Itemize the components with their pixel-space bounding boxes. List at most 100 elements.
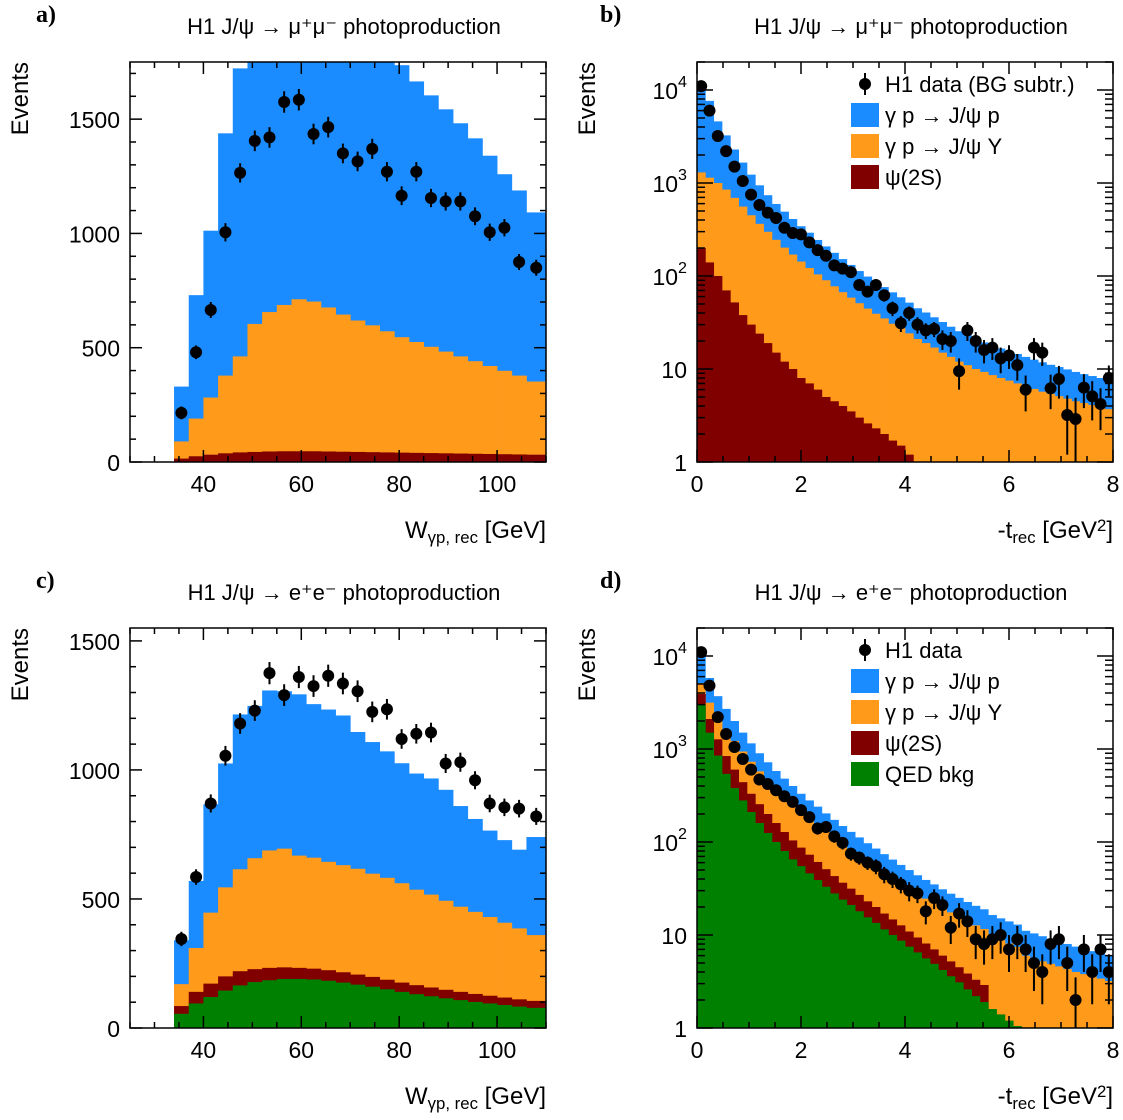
hist-bin-psi2s — [821, 396, 831, 462]
hist-bin-pdiss — [423, 346, 439, 462]
data-point — [234, 166, 247, 179]
data-point — [928, 891, 941, 904]
x-tick-label: 40 — [191, 1037, 217, 1063]
hist-bin-pdiss — [1021, 386, 1031, 462]
hist-bin-qed — [174, 1013, 190, 1028]
data-point — [439, 195, 452, 208]
x-axis-label-part: W — [405, 517, 428, 544]
y-tick-label: 1000 — [69, 758, 120, 784]
data-point — [366, 142, 379, 155]
hist-bin-qed — [247, 982, 263, 1028]
data-point — [961, 915, 974, 928]
hist-bin-psi2s — [738, 315, 748, 462]
hist-bin-psi2s — [276, 451, 292, 462]
panel-title: H1 J/ψ → e⁺e⁻ photoproduction — [188, 580, 501, 605]
data-point — [234, 717, 247, 730]
hist-bin-pdiss — [262, 312, 278, 462]
hist-bin-qed — [880, 929, 889, 1028]
legend-marker-data — [859, 644, 871, 656]
x-axis-label-part: ] — [1106, 517, 1113, 544]
y-tick-exponent: 3 — [678, 732, 687, 750]
hist-bin-pdiss — [1013, 383, 1022, 462]
hist-bin-qed — [713, 755, 723, 1028]
hist-bin-pdiss — [482, 366, 498, 462]
hist-bin-qed — [232, 985, 248, 1028]
x-tick-label: 100 — [478, 471, 516, 497]
hist-bin-qed — [755, 823, 764, 1028]
hist-bin-pdiss — [838, 292, 848, 462]
hist-bin-qed — [705, 732, 715, 1028]
hist-bin-pdiss — [364, 325, 380, 462]
hist-bin-pdiss — [1104, 409, 1113, 462]
legend: H1 data (BG subtr.) γ p → J/ψ p γ p → J/ψ … — [851, 72, 1075, 190]
hist-bin-psi2s — [896, 445, 906, 462]
hist-bin-pdiss — [971, 925, 981, 1028]
hist-bin-pdiss — [306, 301, 322, 462]
y-axis-label: Events — [7, 62, 34, 135]
legend-label: H1 data — [885, 638, 963, 663]
x-axis-label-part: 2 — [1097, 516, 1106, 535]
hist-bin-pdiss — [1096, 407, 1106, 462]
hist-bin-qed — [738, 800, 748, 1028]
hist-bin-psi2s — [805, 383, 814, 462]
hist-bin-psi2s — [497, 454, 513, 462]
y-tick-label: 500 — [82, 887, 120, 913]
hist-bin-pdiss — [1029, 388, 1039, 462]
hist-bin-pdiss — [174, 441, 190, 462]
hist-bin-qed — [896, 940, 906, 1028]
data-point — [530, 261, 543, 274]
data-point — [307, 128, 320, 140]
hist-bin-pdiss — [1063, 969, 1072, 1028]
data-point — [1069, 994, 1082, 1007]
hist-bin-qed — [821, 886, 831, 1028]
x-axis-label-part: -t — [998, 517, 1013, 544]
hist-bin-pdiss — [1054, 396, 1064, 462]
hist-bin-pdiss — [888, 323, 898, 462]
data-point — [1036, 346, 1049, 359]
y-tick-base: 10 — [652, 830, 678, 856]
y-tick-label: 104 — [652, 73, 687, 104]
panel-tag: b) — [600, 2, 621, 28]
y-tick-base: 1 — [674, 1016, 687, 1042]
data-point — [803, 811, 816, 824]
hist-bin-pdiss — [247, 323, 263, 462]
data-point — [292, 93, 305, 106]
data-point — [953, 365, 966, 378]
hist-bin-qed — [830, 893, 839, 1028]
hist-bin-qed — [467, 1001, 483, 1028]
x-axis-label-part: ] — [1106, 1083, 1113, 1110]
data-point — [513, 802, 526, 815]
hist-bin-psi2s — [262, 451, 278, 462]
hist-bin-pdiss — [1096, 978, 1106, 1028]
hist-bin-qed — [788, 859, 798, 1028]
hist-bin-pdiss — [1054, 966, 1064, 1028]
hist-bin-psi2s — [408, 452, 425, 462]
y-tick-label: 102 — [652, 259, 687, 290]
hist-bin-psi2s — [796, 378, 806, 462]
hist-bin-pdiss — [938, 352, 947, 462]
hist-bin-qed — [408, 994, 425, 1028]
legend: H1 data γ p → J/ψ p γ p → J/ψ Y ψ(2S) QED bk… — [851, 638, 1002, 787]
panel-tag: a) — [36, 2, 56, 28]
x-tick-label: 6 — [1003, 1037, 1016, 1063]
data-point — [911, 887, 924, 900]
hist-bin-qed — [871, 922, 881, 1028]
hist-bin-psi2s — [306, 451, 322, 462]
x-axis-label-part: [GeV] — [478, 1083, 546, 1110]
hist-bin-qed — [838, 899, 848, 1028]
y-tick-label: 1500 — [69, 629, 120, 655]
data-point — [263, 131, 276, 144]
x-axis-label-part: [GeV] — [478, 517, 546, 544]
data-point — [424, 726, 437, 739]
hist-bin-pdiss — [913, 339, 923, 462]
data-point — [986, 341, 999, 354]
hist-bin-qed — [913, 952, 923, 1028]
series-data — [175, 662, 543, 947]
data-point — [395, 732, 408, 745]
hist-bin-pdiss — [929, 347, 939, 462]
series-data — [697, 80, 1113, 462]
y-tick-base: 10 — [661, 923, 687, 949]
data-point — [439, 757, 452, 770]
data-point — [911, 318, 924, 331]
x-axis-label-part: [GeV — [1036, 1083, 1097, 1110]
